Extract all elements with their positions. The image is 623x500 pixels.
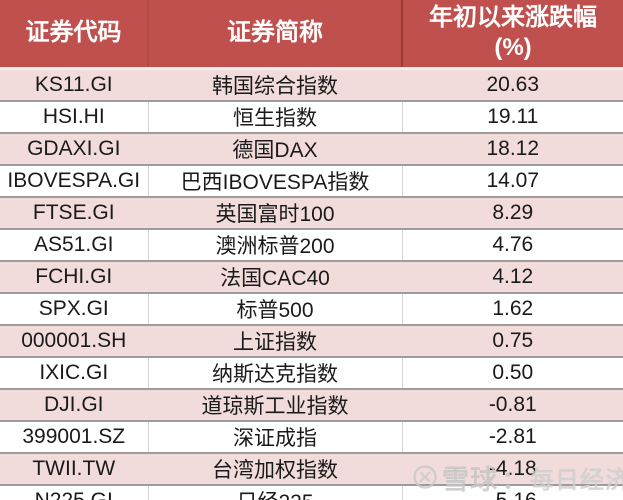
security-code-cell: DJI.GI [0, 387, 148, 421]
ytd-change-label-line1: 年初以来涨跌幅 [429, 4, 597, 32]
security-code-cell: SPX.GI [0, 291, 148, 325]
table-row: IBOVESPA.GI 巴西IBOVESPA指数 14.07 [0, 163, 623, 197]
security-name-cell: 道琼斯工业指数 [147, 387, 402, 421]
security-code-cell: GDAXI.GI [0, 131, 148, 165]
column-header-ytd-change: 年初以来涨跌幅 (%) [401, 0, 623, 68]
security-code-cell: AS51.GI [0, 227, 148, 261]
table-row: FCHI.GI 法国CAC40 4.12 [0, 259, 623, 293]
security-code-cell: FTSE.GI [0, 195, 148, 229]
security-code-cell: TWII.TW [0, 451, 148, 485]
ytd-change-cell: 14.07 [401, 163, 623, 197]
table-row: DJI.GI 道琼斯工业指数 -0.81 [0, 387, 623, 421]
security-name-cell: 恒生指数 [147, 99, 402, 133]
ytd-change-cell: -0.81 [401, 387, 623, 421]
ytd-change-cell: 0.50 [401, 355, 623, 389]
ytd-change-cell: 20.63 [401, 66, 623, 101]
ytd-change-cell: 4.76 [401, 227, 623, 261]
table-row: HSI.HI 恒生指数 19.11 [0, 99, 623, 133]
table-row: TWII.TW 台湾加权指数 -4.18 [0, 451, 623, 485]
table-row: 399001.SZ 深证成指 -2.81 [0, 419, 623, 453]
security-code-cell: 000001.SH [0, 323, 148, 357]
ytd-change-cell: 1.62 [401, 291, 623, 325]
ytd-change-cell: 0.75 [401, 323, 623, 357]
table-row: N225.GI 日经225 -5.16 [0, 483, 623, 500]
ytd-change-cell: 19.11 [401, 99, 623, 133]
security-name-cell: 德国DAX [147, 131, 402, 165]
ytd-change-label-line2: (%) [494, 34, 532, 62]
security-name-cell: 英国富时100 [147, 195, 402, 229]
security-code-cell: IXIC.GI [0, 355, 148, 389]
security-name-cell: 法国CAC40 [147, 259, 402, 293]
ytd-change-cell: 4.12 [401, 259, 623, 293]
column-header-security-code: 证券代码 [0, 0, 148, 68]
ytd-change-cell: -4.18 [401, 451, 623, 485]
security-name-cell: 纳斯达克指数 [147, 355, 402, 389]
table-body: KS11.GI 韩国综合指数 20.63 HSI.HI 恒生指数 19.11 G… [0, 66, 623, 500]
table-row: 000001.SH 上证指数 0.75 [0, 323, 623, 357]
ytd-change-cell: -5.16 [401, 483, 623, 500]
security-code-cell: HSI.HI [0, 99, 148, 133]
ytd-change-cell: -2.81 [401, 419, 623, 453]
column-header-security-name: 证券简称 [147, 0, 402, 68]
ytd-change-cell: 8.29 [401, 195, 623, 229]
security-name-cell: 深证成指 [147, 419, 402, 453]
ytd-change-cell: 18.12 [401, 131, 623, 165]
security-name-cell: 标普500 [147, 291, 402, 325]
security-code-cell: KS11.GI [0, 66, 148, 101]
security-code-cell: 399001.SZ [0, 419, 148, 453]
security-name-cell: 上证指数 [147, 323, 402, 357]
security-name-cell: 韩国综合指数 [147, 66, 402, 101]
table-row: AS51.GI 澳洲标普200 4.76 [0, 227, 623, 261]
table-row: KS11.GI 韩国综合指数 20.63 [0, 66, 623, 101]
table-row: GDAXI.GI 德国DAX 18.12 [0, 131, 623, 165]
security-name-cell: 日经225 [147, 483, 402, 500]
security-code-cell: FCHI.GI [0, 259, 148, 293]
table-row: SPX.GI 标普500 1.62 [0, 291, 623, 325]
table-row: FTSE.GI 英国富时100 8.29 [0, 195, 623, 229]
header-row: 证券代码 证券简称 年初以来涨跌幅 (%) [0, 0, 623, 68]
table-row: IXIC.GI 纳斯达克指数 0.50 [0, 355, 623, 389]
security-name-cell: 巴西IBOVESPA指数 [147, 163, 402, 197]
security-name-cell: 澳洲标普200 [147, 227, 402, 261]
security-code-cell: N225.GI [0, 483, 148, 500]
security-code-cell: IBOVESPA.GI [0, 163, 148, 197]
security-name-cell: 台湾加权指数 [147, 451, 402, 485]
